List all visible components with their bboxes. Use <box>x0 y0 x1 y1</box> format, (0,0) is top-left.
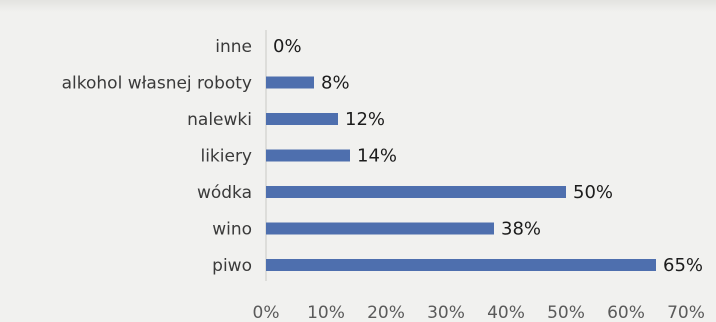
data-label: 50% <box>573 182 613 203</box>
data-label: 8% <box>321 73 350 94</box>
category-label: piwo <box>212 256 252 276</box>
bar <box>266 186 566 198</box>
bar <box>266 259 656 271</box>
x-tick-label: 60% <box>607 303 645 322</box>
x-tick-label: 30% <box>427 303 465 322</box>
category-label: alkohol własnej roboty <box>62 74 252 94</box>
bar <box>266 222 494 235</box>
category-label: wódka <box>197 183 252 203</box>
cropped-title-strip <box>0 0 716 12</box>
category-label: inne <box>215 37 252 57</box>
x-tick-label: 0% <box>253 303 280 322</box>
data-label: 14% <box>357 146 397 167</box>
bar <box>266 76 314 89</box>
category-label: likiery <box>200 147 252 167</box>
bar <box>266 149 350 162</box>
x-tick-label: 50% <box>547 303 585 322</box>
data-label: 12% <box>345 109 385 130</box>
category-label: wino <box>212 220 252 240</box>
data-label: 38% <box>501 219 541 240</box>
x-tick-label: 40% <box>487 303 525 322</box>
data-label: 65% <box>663 255 703 276</box>
x-tick-label: 10% <box>307 303 345 322</box>
bar <box>266 113 338 125</box>
category-label: nalewki <box>187 110 252 130</box>
x-tick-label: 70% <box>667 303 705 322</box>
x-tick-label: 20% <box>367 303 405 322</box>
data-label: 0% <box>273 36 302 57</box>
